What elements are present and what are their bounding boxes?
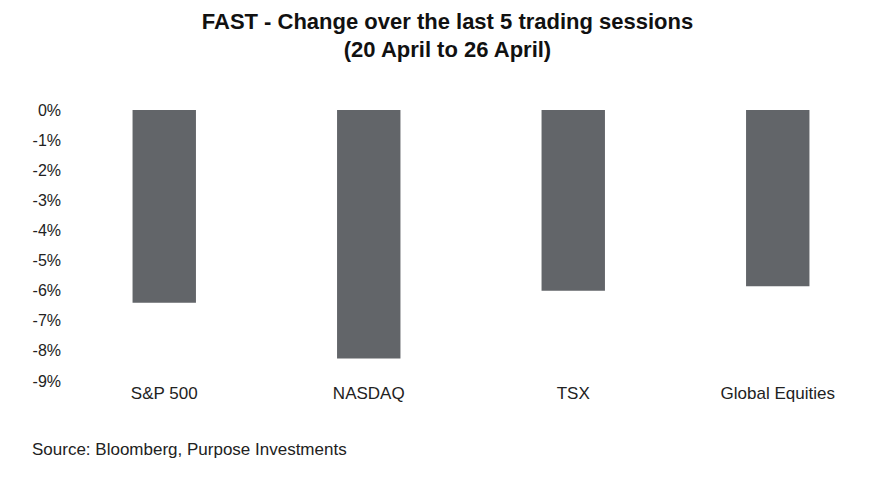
svg-text:NASDAQ: NASDAQ (333, 384, 405, 403)
svg-text:-1%: -1% (33, 132, 61, 149)
svg-text:TSX: TSX (557, 384, 590, 403)
svg-text:FAST - Change over the last 5: FAST - Change over the last 5 trading se… (202, 9, 693, 63)
svg-text:-9%: -9% (33, 373, 61, 390)
svg-text:Source: Bloomberg, Purpose Inv: Source: Bloomberg, Purpose Investments (32, 440, 347, 459)
svg-text:-7%: -7% (33, 312, 61, 329)
svg-text:Global Equities: Global Equities (721, 384, 835, 403)
svg-text:0%: 0% (38, 102, 61, 119)
svg-text:-4%: -4% (33, 222, 61, 239)
svg-text:-6%: -6% (33, 282, 61, 299)
svg-text:S&P 500: S&P 500 (131, 384, 198, 403)
svg-text:-5%: -5% (33, 252, 61, 269)
svg-text:-3%: -3% (33, 192, 61, 209)
svg-text:-8%: -8% (33, 342, 61, 359)
svg-text:-2%: -2% (33, 162, 61, 179)
